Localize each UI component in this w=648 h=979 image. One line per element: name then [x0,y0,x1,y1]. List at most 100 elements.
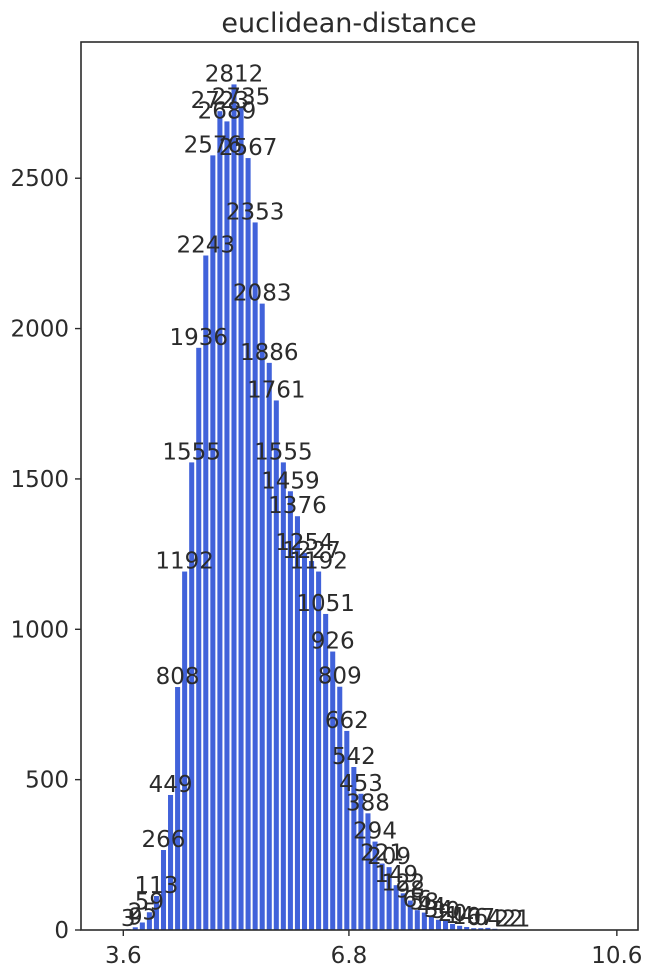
bar-value-label: 1555 [254,439,313,465]
histogram-bar [301,552,308,930]
histogram-bar [464,926,470,930]
histogram-bar [252,222,258,930]
histogram-bar [337,686,343,930]
histogram-bar [175,687,181,930]
histogram-bar [182,571,188,930]
histogram-bar [421,912,427,930]
bar-value-label: 926 [311,629,355,655]
bar-value-label: 34 [424,897,453,923]
histogram-bar [471,928,477,930]
bar-value-label: 449 [149,772,193,798]
histogram-bar [344,730,350,930]
bar-value-label: 1376 [268,493,327,519]
histogram-bar [132,927,138,930]
bar-value-label: 1761 [247,377,306,403]
bar-value-label: 66 [403,887,432,913]
y-tick-label: 0 [54,918,69,944]
histogram-bar [358,793,364,930]
bar-value-label: 44 [417,894,446,920]
bar-value-label: 122 [381,870,425,896]
histogram-bar [457,925,463,930]
bar-value-label: 809 [318,664,362,690]
histogram-bar [323,613,329,930]
histogram-bar [238,107,244,930]
histogram-bar [153,896,159,930]
histogram-bar [139,922,145,930]
histogram-bar [231,84,237,930]
bar-value-label: 6 [466,905,481,931]
histogram-bar [224,121,230,930]
bar-value-label: 2 [509,906,524,932]
x-tick-label: 10.6 [591,943,642,969]
bar-value-label: 98 [396,878,425,904]
x-axis: 3.6 6.8 10.6 [105,930,642,969]
y-tick-label: 2500 [10,166,69,192]
bar-value-label: 1254 [275,530,334,556]
histogram-bar [294,516,300,930]
bar-value-label: 542 [332,744,376,770]
histogram-bar [442,920,449,930]
bar-value-label: 1459 [261,468,320,494]
histogram-bar [351,767,357,930]
y-tick-label: 1000 [10,617,69,643]
bar-value-label: 3 [121,906,136,932]
bar-value-label: 25 [128,899,157,925]
bar-value-label: 808 [156,664,200,690]
bar-value-label: 221 [360,841,404,867]
bar-value-label: 1192 [289,549,348,575]
bar-value-label: 7 [480,905,495,931]
data-labels-group: 3925591132664498081192155519362243257627… [121,61,530,932]
bar-value-label: 1886 [240,340,299,366]
bar-value-label: 4 [488,906,503,932]
bar-value-label: 20 [438,901,467,927]
bar-value-label: 209 [367,844,411,870]
bar-value-label: 2083 [233,281,292,307]
bar-value-label: 2243 [177,233,236,259]
histogram-bar [146,912,152,930]
bar-value-label: 58 [410,890,439,916]
histogram-bar [196,347,202,930]
histogram-bar [478,928,484,930]
bar-value-label: 2735 [212,85,271,111]
histogram-bar [266,362,272,930]
histogram-bar [485,927,491,930]
bar-value-label: 2 [495,906,510,932]
histogram-bar [217,111,223,930]
bar-value-label: 388 [346,790,390,816]
histogram-bar [160,850,167,930]
histogram-bar [435,919,441,930]
bar-value-label: 14 [445,903,474,929]
bar-value-label: 1227 [282,538,341,564]
histogram-bar [386,867,392,930]
bar-value-label: 453 [339,771,383,797]
histogram-bar [210,155,216,930]
bar-value-label: 1192 [155,549,214,575]
histogram-bar [316,571,322,930]
bars-group [125,84,526,930]
histogram-bar [189,462,195,930]
bar-value-label: 149 [374,862,418,888]
bar-value-label: 9 [128,904,143,930]
y-tick-label: 2000 [10,317,69,343]
histogram-bar [428,916,434,930]
bar-value-label: 294 [353,819,397,845]
histogram-bar [407,900,413,930]
bar-value-label: 266 [142,827,186,853]
histogram-bar [203,255,209,930]
histogram-bar [414,910,420,930]
bar-value-label: 113 [134,873,178,899]
histogram-bar [393,885,399,930]
bar-value-label: 2576 [184,132,243,158]
bar-value-label: 1 [516,907,531,933]
y-tick-label: 1500 [10,467,69,493]
bar-value-label: 1051 [296,591,355,617]
bar-value-label: 2353 [226,199,285,225]
x-tick-label: 6.8 [331,943,368,969]
histogram-bar [450,923,456,930]
histogram-bar [309,561,315,930]
bar-value-label: 1936 [169,325,228,351]
bar-value-label: 1555 [162,439,221,465]
histogram-bar [259,303,265,930]
